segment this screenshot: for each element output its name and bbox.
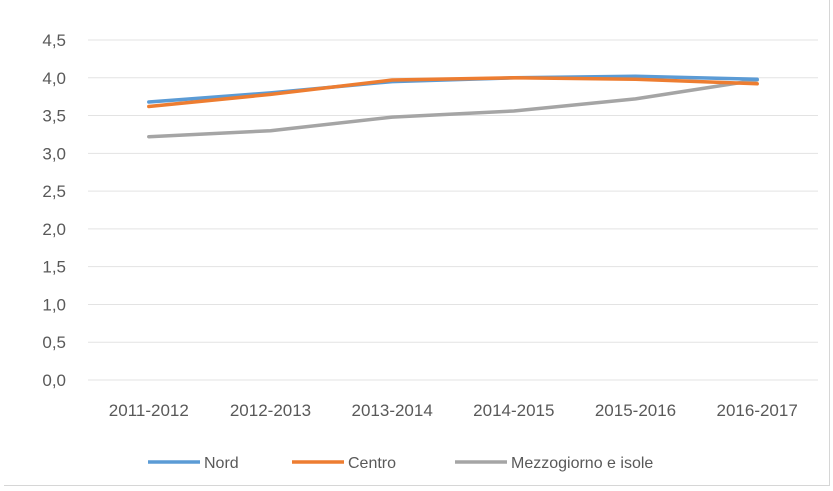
legend-label: Mezzogiorno e isole [511,455,653,472]
x-axis-tick-labels: 2011-2012 2012-2013 2013-2014 2014-2015 2015… [109,401,798,420]
y-tick-label: 0,5 [42,333,66,352]
y-tick-label: 1,5 [42,258,66,277]
y-tick-label: 4,0 [42,69,66,88]
y-tick-label: 4,5 [42,31,66,50]
y-tick-label: 1,0 [42,295,66,314]
y-tick-label: 0,0 [42,371,66,390]
series-line-mezzogiorno-e-isole [147,78,759,139]
legend-label: Centro [348,455,396,472]
x-tick-label: 2011-2012 [109,401,189,420]
x-tick-label: 2016-2017 [717,401,798,420]
legend: Nord Centro Mezzogiorno e isole [148,455,653,472]
x-tick-label: 2013-2014 [352,401,433,420]
y-axis-tick-labels: 0,0 0,5 1,0 1,5 2,0 2,5 3,0 3,5 4,0 4,5 [42,31,66,390]
y-tick-label: 2,0 [42,220,66,239]
x-tick-label: 2012-2013 [230,401,311,420]
series-lines [147,74,759,139]
y-tick-label: 2,5 [42,182,66,201]
y-tick-label: 3,0 [42,144,66,163]
x-tick-label: 2014-2015 [473,401,554,420]
x-tick-label: 2015-2016 [595,401,676,420]
gridlines [88,39,818,381]
series-line-centro [147,76,759,109]
y-tick-label: 3,5 [42,107,66,126]
chart-frame [4,0,830,486]
legend-label: Nord [204,455,239,472]
